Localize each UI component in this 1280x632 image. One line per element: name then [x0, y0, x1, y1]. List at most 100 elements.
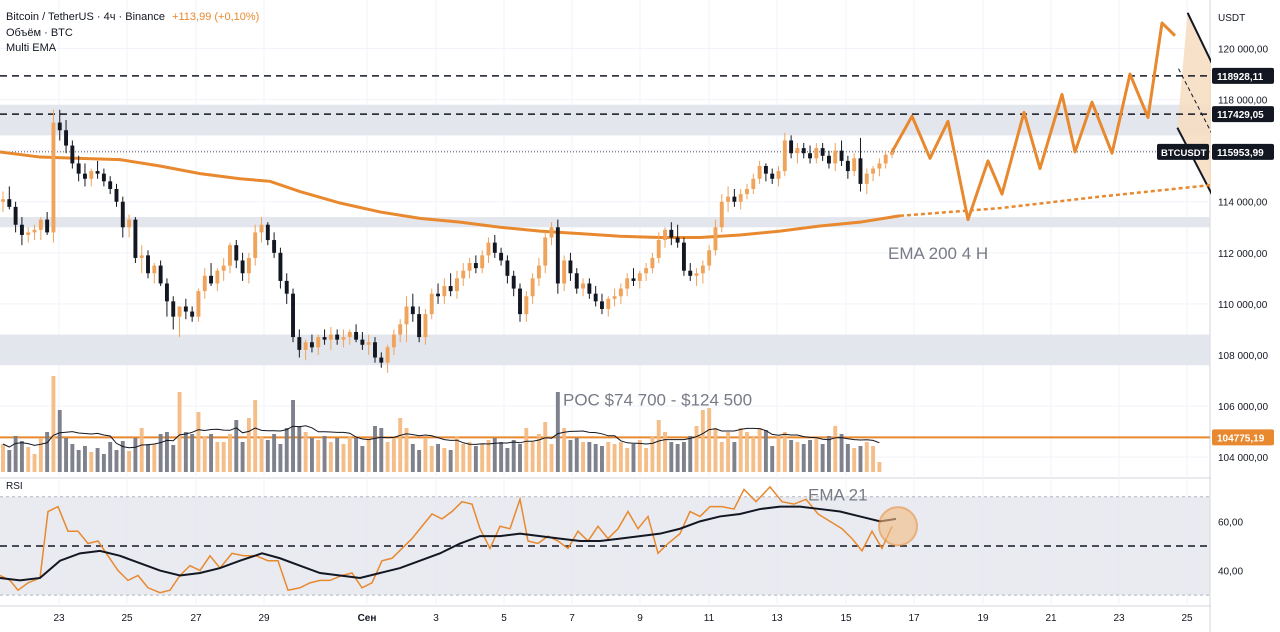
candle-body — [467, 263, 472, 271]
volume-bar — [492, 438, 497, 472]
candle-body — [391, 334, 396, 348]
volume-bar — [707, 408, 712, 472]
price-zone — [0, 334, 1210, 366]
price-zone — [0, 217, 1210, 228]
volume-bar — [253, 400, 258, 472]
price-zone — [0, 104, 1210, 136]
candle-body — [473, 263, 478, 269]
price-tick-label: 120 000,00 — [1218, 45, 1268, 56]
candle-body — [461, 270, 466, 279]
time-tick-label: 25 — [121, 613, 133, 624]
volume-bar — [858, 446, 863, 472]
candle-body — [196, 291, 201, 317]
candle-body — [347, 331, 352, 338]
candle-body — [164, 283, 169, 302]
symbol-header[interactable]: Bitcoin / TetherUS · 4ч · Binance +113,9… — [6, 11, 259, 23]
volume-bar — [436, 444, 440, 472]
price-label-text: 117429,05 — [1217, 110, 1264, 121]
currency-label: USDT — [1218, 13, 1246, 24]
candle-body — [297, 337, 302, 350]
volume-bar — [480, 444, 485, 472]
candle-body — [26, 232, 31, 235]
volume-bar — [114, 450, 119, 472]
volume-bar — [795, 442, 800, 472]
candle-body — [316, 337, 321, 348]
volume-bar — [246, 418, 251, 472]
volume-bar — [410, 444, 415, 472]
candle-body — [833, 150, 838, 164]
candle-body — [1, 199, 5, 202]
candle-body — [751, 178, 756, 189]
candle-body — [852, 158, 857, 172]
price-tick-label: 108 000,00 — [1218, 351, 1268, 362]
rsi-tick-label: 40,00 — [1218, 567, 1243, 578]
volume-bar — [637, 440, 642, 472]
candle-body — [814, 148, 819, 159]
volume-bar — [877, 462, 882, 472]
volume-bar — [562, 428, 567, 472]
rsi-highlight-circle — [878, 506, 918, 547]
volume-bar — [354, 438, 359, 472]
time-tick-label: 21 — [1045, 613, 1057, 624]
candle-body — [770, 173, 775, 179]
candle-body — [228, 245, 232, 266]
candle-body — [826, 155, 831, 164]
volume-bar — [7, 450, 12, 472]
volume-bar — [284, 428, 289, 472]
volume-bar — [133, 438, 138, 472]
volume-bar — [871, 446, 876, 472]
candle-body — [656, 240, 661, 258]
candle-body — [259, 224, 264, 233]
candle-body — [801, 148, 806, 154]
candle-body — [272, 240, 277, 253]
candle-body — [202, 275, 207, 292]
volume-bar — [83, 446, 87, 472]
candle-body — [858, 158, 863, 184]
candle-body — [335, 334, 340, 340]
candle-body — [83, 173, 87, 179]
volume-indicator-label[interactable]: Объём · BTC — [6, 27, 73, 39]
candle-body — [133, 219, 138, 258]
projection-path — [890, 21, 1177, 222]
volume-bar — [76, 450, 81, 472]
candle-body — [669, 229, 674, 238]
rsi-indicator-label[interactable]: RSI — [6, 481, 23, 492]
volume-bar — [694, 426, 699, 472]
candle-body — [581, 283, 586, 289]
volume-bar — [291, 400, 295, 472]
volume-bar — [95, 448, 100, 472]
candle-body — [738, 194, 743, 202]
time-tick-label: 25 — [1181, 613, 1193, 624]
volume-bar — [448, 450, 453, 472]
volume-bar — [120, 441, 125, 472]
candle-body — [574, 273, 579, 289]
candle-body — [757, 165, 762, 179]
volume-bar — [215, 442, 220, 472]
rsi-ema21-line — [0, 505, 897, 582]
volume-bar — [228, 434, 232, 472]
volume-bar — [473, 446, 478, 472]
volume-bar — [19, 441, 24, 472]
candle-body — [625, 278, 630, 289]
volume-bar — [45, 432, 50, 472]
volume-bar — [385, 442, 390, 472]
volume-bar — [864, 442, 869, 472]
candle-body — [543, 237, 548, 266]
volume-bar — [335, 438, 340, 472]
time-axis[interactable]: 23 25 27 29 Сен 3 5 7 9 11 13 15 17 19 21 23 25 — [53, 613, 1193, 624]
volume-bar — [89, 452, 94, 472]
candle-body — [726, 196, 731, 202]
candle-body — [246, 257, 251, 274]
ema-indicator-label[interactable]: Multi EMA — [6, 42, 57, 54]
volume-bar — [719, 442, 724, 472]
volume-bar — [631, 444, 636, 472]
candle-body — [637, 273, 642, 281]
time-tick-label: 29 — [258, 613, 270, 624]
volume-bar — [51, 376, 56, 472]
candle-body — [782, 140, 787, 172]
volume-bar — [240, 442, 245, 472]
candle-body — [587, 283, 592, 294]
candle-body — [455, 278, 459, 292]
